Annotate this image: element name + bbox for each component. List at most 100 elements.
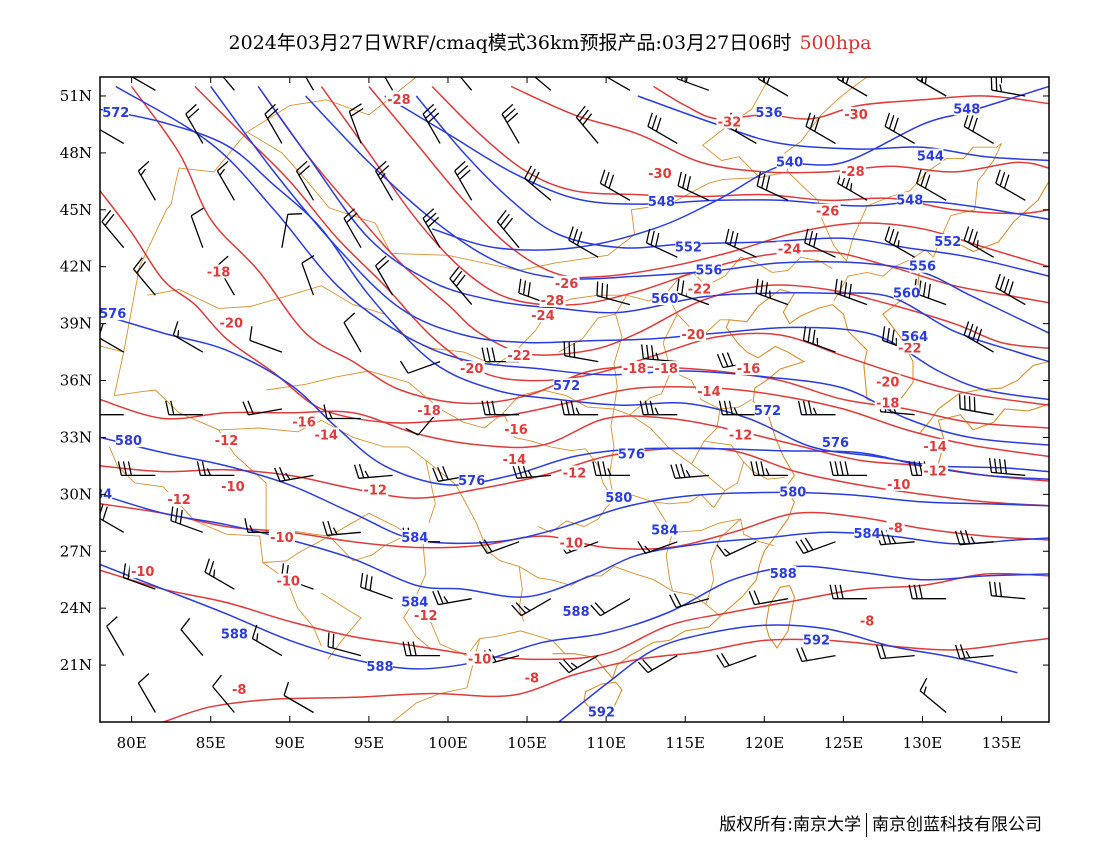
wind-barb	[402, 641, 441, 657]
x-tick-label: 135E	[982, 734, 1022, 752]
wind-barb	[750, 461, 788, 477]
wind-barb	[756, 171, 789, 201]
wind-barb	[496, 210, 520, 249]
height-label: 540	[776, 155, 803, 170]
wind-barb	[137, 673, 156, 713]
border-line	[246, 77, 417, 133]
height-label: 572	[102, 106, 129, 121]
height-label: 572	[553, 379, 580, 394]
wind-barb	[101, 210, 125, 249]
temperature-label-bg	[558, 535, 585, 550]
wind-barb	[718, 400, 757, 416]
temperature-label: -12	[923, 465, 947, 480]
temperature-label: -24	[778, 243, 802, 258]
temperature-label-bg	[219, 478, 246, 493]
height-label-bg	[776, 154, 803, 169]
temperature-label-bg	[814, 203, 841, 218]
border-line	[384, 313, 496, 366]
height-label-bg	[909, 258, 936, 273]
wind-barb	[916, 77, 947, 97]
height-label-bg	[563, 604, 590, 618]
border-line	[784, 77, 868, 172]
height-label: 544	[917, 150, 944, 165]
height-label-bg	[917, 148, 944, 163]
y-tick-label: 42N	[60, 258, 92, 276]
wind-barb	[641, 344, 678, 363]
temperature-label: -26	[816, 205, 840, 220]
temperature-label-bg	[621, 361, 648, 376]
height-label-bg	[458, 473, 485, 488]
height-label: 580	[605, 491, 632, 506]
height-label: 580	[779, 486, 806, 501]
height-label-bg	[896, 192, 923, 207]
temperature-label-bg	[412, 607, 439, 622]
border-line	[425, 459, 551, 581]
wind-barb	[384, 77, 394, 91]
wind-barb	[592, 461, 630, 477]
border-line	[147, 285, 385, 315]
temperature-contour	[163, 637, 1049, 722]
wind-barb	[639, 400, 678, 416]
wind-barb	[100, 323, 125, 353]
height-label-bg	[553, 378, 580, 393]
height-contour	[558, 624, 1018, 722]
border-line	[704, 440, 785, 480]
temperature-label: -26	[555, 277, 579, 292]
wind-barb	[343, 208, 362, 249]
wind-barb	[590, 598, 631, 617]
wind-barb	[204, 558, 235, 590]
wind-barb	[954, 644, 994, 660]
wind-barb	[375, 160, 394, 201]
temperature-label-bg	[680, 327, 707, 341]
height-label: 552	[675, 241, 702, 256]
wind-barb	[963, 321, 994, 353]
temperature-label-bg	[313, 427, 340, 442]
wind-barb	[212, 674, 235, 713]
wind-barb	[834, 278, 868, 306]
wind-barb	[954, 530, 994, 546]
temperature-contour	[320, 86, 1049, 306]
wind-barb	[533, 77, 552, 91]
wind-barb	[637, 655, 678, 674]
temperature-label-bg	[646, 165, 673, 180]
x-tick-label: 110E	[586, 734, 626, 752]
y-tick-label: 39N	[60, 315, 92, 333]
temperature-label-bg	[213, 433, 240, 448]
height-contour	[384, 95, 1049, 221]
wind-barb	[670, 463, 709, 479]
border-line	[653, 501, 674, 592]
temperature-label: -12	[363, 484, 387, 499]
temperature-label-bg	[735, 361, 762, 376]
wind-barb	[802, 326, 836, 353]
temperature-label: -18	[207, 265, 231, 280]
temperature-label: -18	[876, 396, 900, 411]
wind-barb	[518, 278, 552, 306]
temperature-label: -28	[387, 93, 411, 108]
height-label-bg	[854, 526, 881, 541]
temperature-label: -22	[898, 341, 922, 356]
wind-barb	[501, 103, 520, 144]
border-line	[670, 370, 752, 410]
temperature-label-bg	[218, 315, 245, 330]
wind-barb	[242, 400, 283, 416]
temperature-label-bg	[506, 347, 533, 362]
height-contour	[100, 108, 1049, 473]
border-line	[321, 592, 362, 660]
temperature-label-bg	[727, 427, 754, 442]
wind-barb	[432, 466, 472, 482]
height-label-bg	[221, 626, 248, 641]
height-label-bg	[401, 530, 428, 544]
wind-barb	[676, 278, 710, 306]
border-line	[833, 249, 934, 302]
y-tick-label: 48N	[60, 144, 92, 162]
height-label-bg	[100, 306, 126, 321]
wind-barb	[676, 77, 710, 91]
border-line	[246, 80, 768, 271]
temperature-label-bg	[553, 275, 580, 290]
height-label-bg	[605, 490, 632, 505]
height-label-bg	[803, 632, 830, 647]
height-label: 588	[563, 605, 590, 620]
temperature-label: -30	[648, 167, 672, 182]
height-contour	[305, 95, 1049, 334]
height-label: 84	[94, 487, 112, 502]
